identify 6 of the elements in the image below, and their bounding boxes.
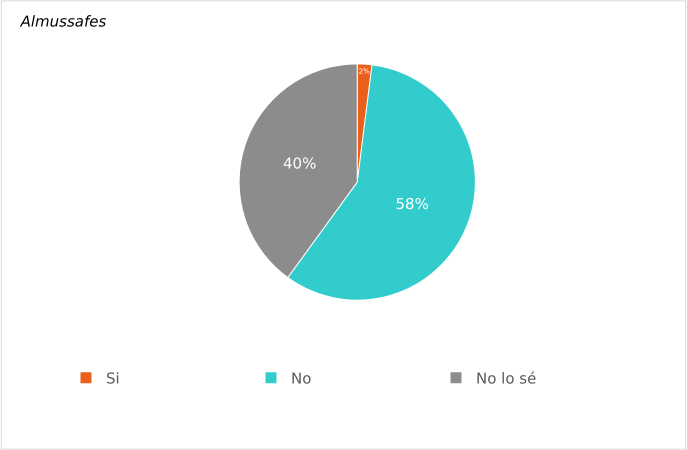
data-label: 40% [282,154,316,172]
legend-label: No lo sé [476,370,536,388]
legend-label: Si [106,370,120,388]
chart-title: Almussafes [20,12,106,30]
legend-label: No [291,370,312,388]
data-label: 58% [395,194,429,213]
